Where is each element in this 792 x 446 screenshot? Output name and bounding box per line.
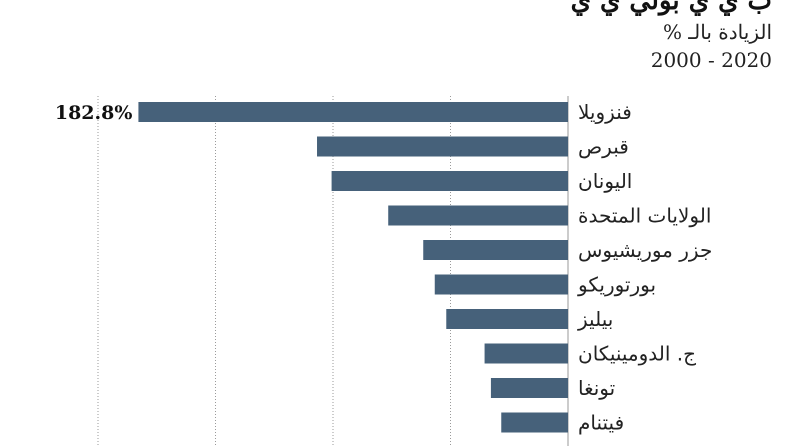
bar	[331, 171, 568, 191]
category-label: بورتوريكو	[577, 273, 656, 297]
category-label: الولايات المتحدة	[578, 204, 711, 228]
value-label: 182.8%	[55, 102, 133, 124]
category-label: جزر موريشيوس	[578, 238, 712, 262]
category-label: فيتنام	[578, 411, 624, 435]
category-label: قبرص	[578, 135, 629, 159]
bar	[446, 309, 568, 329]
category-label: ج. الدومينيكان	[578, 342, 696, 366]
category-label: بيليز	[577, 307, 613, 331]
bar	[434, 274, 568, 295]
bar	[501, 412, 568, 433]
bar	[138, 102, 569, 122]
category-label: اليونان	[578, 169, 632, 193]
bar	[388, 205, 568, 226]
bar	[484, 343, 568, 364]
category-label: فنزويلا	[578, 100, 632, 124]
subtitle-unit: الزيادة بالـ %	[662, 20, 772, 44]
chart-title-cut: ب ي ي بولي ي ي	[570, 0, 772, 16]
bar	[490, 378, 568, 398]
chart-subtitle: الزيادة بالـ % 2000 - 2020	[651, 18, 772, 74]
category-label: تونغا	[578, 376, 615, 400]
bar	[423, 240, 568, 260]
bar	[317, 136, 568, 157]
subtitle-years: 2000 - 2020	[650, 48, 772, 72]
